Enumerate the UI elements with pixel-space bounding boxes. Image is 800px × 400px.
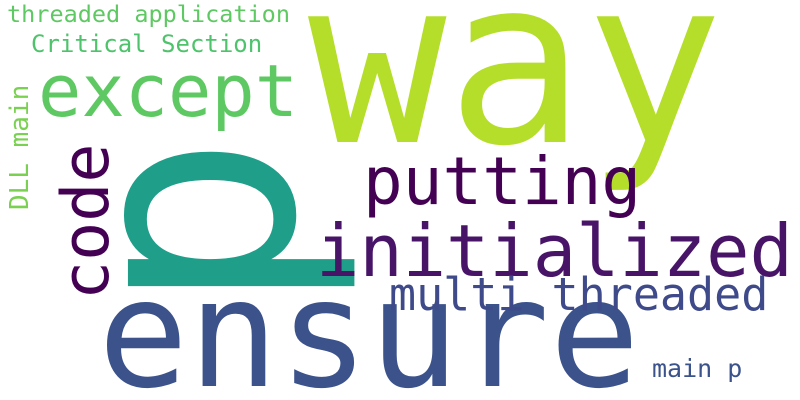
word: ensure xyxy=(98,248,640,400)
word: initialized xyxy=(316,209,793,293)
word: multi threaded xyxy=(389,268,768,321)
word: main p xyxy=(652,354,742,383)
word: threaded application xyxy=(7,0,290,28)
word: Critical Section xyxy=(31,30,262,58)
word: code xyxy=(49,143,124,300)
word: p xyxy=(14,133,363,314)
word: putting xyxy=(363,143,641,220)
word: way xyxy=(308,0,723,197)
word: except xyxy=(38,49,298,133)
word: DLL main xyxy=(5,85,35,210)
